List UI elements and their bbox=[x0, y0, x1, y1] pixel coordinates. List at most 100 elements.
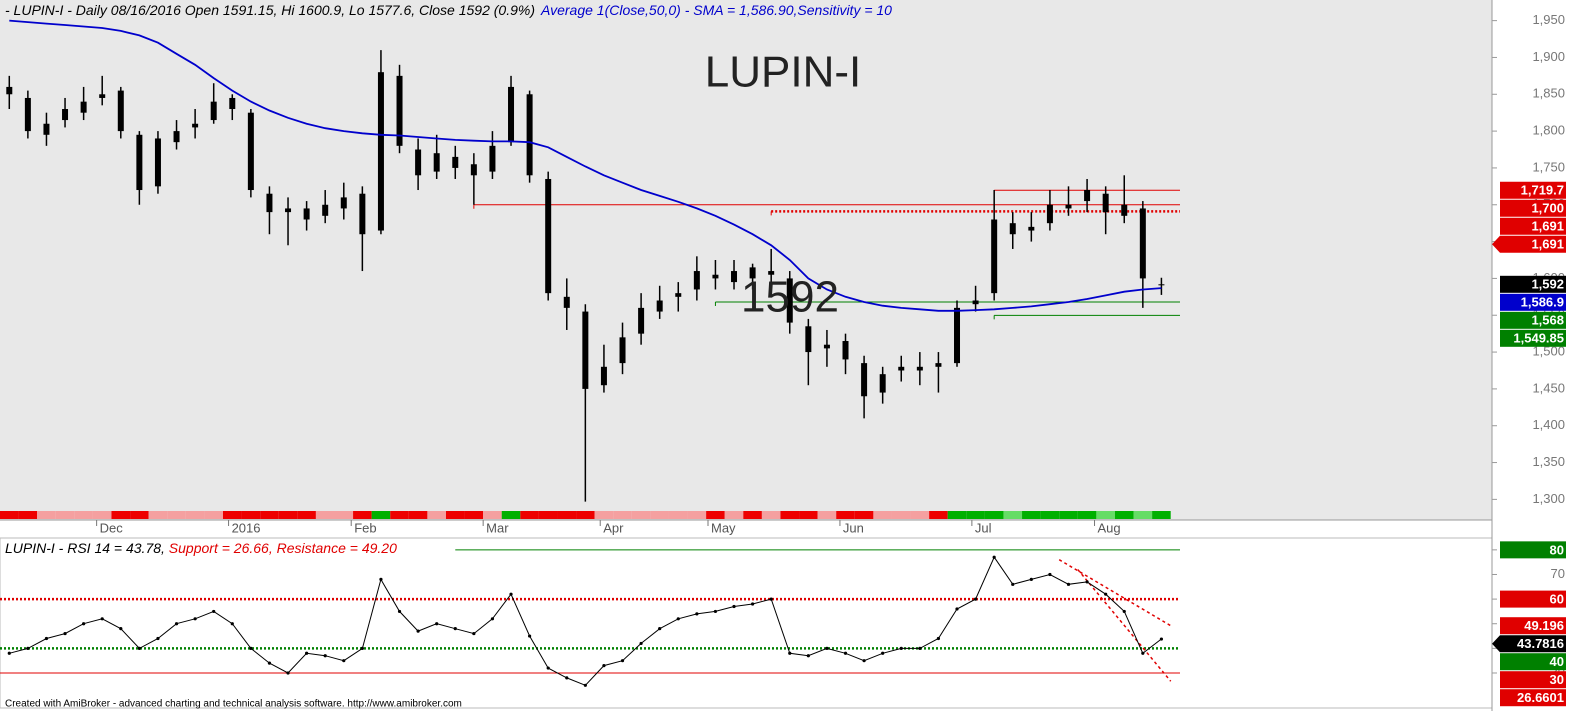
trend-strip bbox=[668, 511, 688, 519]
price-panel bbox=[0, 0, 1492, 520]
candle-body bbox=[508, 86, 515, 143]
y-tick-label: 1,850 bbox=[1532, 86, 1565, 101]
rsi-point bbox=[825, 646, 829, 650]
trend-strip bbox=[538, 511, 558, 519]
trend-strip bbox=[891, 511, 911, 519]
candle-body bbox=[600, 366, 607, 386]
rsi-point bbox=[620, 659, 625, 663]
trend-strip bbox=[910, 511, 930, 519]
value-box-label: 1,586.9 bbox=[1521, 295, 1564, 310]
candle-body bbox=[6, 86, 13, 95]
x-tick-label: Jul bbox=[975, 520, 992, 535]
candle-body bbox=[24, 97, 31, 132]
rsi-point bbox=[658, 627, 662, 631]
candle-body bbox=[99, 94, 106, 98]
candle-body bbox=[916, 366, 923, 371]
trend-strip bbox=[371, 511, 391, 519]
rsi-point bbox=[565, 676, 569, 680]
value-box-label: 1,719.7 bbox=[1521, 183, 1564, 198]
trend-strip bbox=[222, 511, 242, 519]
candle-body bbox=[879, 374, 886, 393]
rsi-point bbox=[323, 654, 327, 658]
trend-strip bbox=[984, 511, 1004, 519]
y-tick-label: 1,900 bbox=[1532, 49, 1565, 64]
rsi-header: LUPIN-I - RSI 14 = 43.78, Support = 26.6… bbox=[5, 540, 397, 556]
candle-body bbox=[749, 267, 756, 279]
trend-strip bbox=[1040, 511, 1060, 519]
rsi-point bbox=[137, 646, 141, 650]
candle-body bbox=[359, 193, 366, 235]
trend-strip bbox=[1133, 511, 1153, 519]
trend-strip bbox=[1059, 511, 1078, 519]
trend-strip bbox=[947, 511, 967, 519]
candle-body bbox=[80, 101, 87, 113]
trend-strip bbox=[18, 511, 38, 519]
trend-strip bbox=[613, 511, 632, 519]
trend-strip bbox=[241, 511, 261, 519]
rsi-point bbox=[788, 651, 792, 655]
candle-body bbox=[62, 109, 69, 121]
trend-strip bbox=[576, 511, 595, 519]
value-box-label: 30 bbox=[1550, 672, 1564, 687]
rsi-point bbox=[174, 622, 179, 626]
trend-strip bbox=[278, 511, 298, 519]
trend-strip bbox=[353, 511, 372, 519]
rsi-point bbox=[899, 646, 903, 650]
value-box bbox=[1500, 590, 1566, 608]
trend-strip bbox=[594, 511, 614, 519]
trend-strip bbox=[390, 511, 409, 519]
trend-strip bbox=[204, 511, 223, 519]
value-box bbox=[1492, 635, 1566, 653]
value-box bbox=[1500, 275, 1566, 293]
candle-body bbox=[805, 326, 812, 353]
candle-body bbox=[229, 97, 236, 110]
candle-body bbox=[396, 75, 403, 146]
rsi-point bbox=[397, 609, 402, 614]
value-box bbox=[1500, 181, 1566, 199]
value-box-label: 80 bbox=[1550, 542, 1564, 557]
rsi-point bbox=[82, 622, 86, 626]
candle-body bbox=[247, 112, 254, 191]
rsi-point bbox=[1011, 582, 1015, 586]
trend-strip bbox=[315, 511, 335, 519]
x-tick-label: Dec bbox=[100, 520, 124, 535]
rsi-point bbox=[695, 612, 699, 616]
y-tick-label: 1,500 bbox=[1532, 344, 1565, 359]
trend-strip bbox=[1022, 511, 1041, 519]
value-box bbox=[1500, 671, 1566, 689]
candle-body bbox=[415, 149, 422, 176]
rsi-point bbox=[546, 666, 550, 670]
rsi-point bbox=[490, 617, 495, 621]
candle-body bbox=[712, 274, 719, 279]
candle-body bbox=[638, 307, 645, 334]
candle-body bbox=[322, 204, 329, 216]
trend-strip bbox=[92, 511, 112, 519]
rsi-point bbox=[881, 651, 885, 655]
rsi-point bbox=[193, 617, 197, 621]
value-box-label: 1,549.85 bbox=[1513, 331, 1564, 346]
candle-body bbox=[377, 72, 384, 231]
y-tick-label: 1,950 bbox=[1532, 12, 1565, 27]
x-tick-label: Jun bbox=[843, 520, 864, 535]
trendline bbox=[1077, 569, 1172, 682]
rsi-point bbox=[936, 636, 941, 641]
x-tick-label: Apr bbox=[603, 520, 624, 535]
trend-strip bbox=[148, 511, 168, 519]
rsi-point bbox=[7, 651, 11, 655]
trend-strip bbox=[799, 511, 818, 519]
x-tick-label: May bbox=[711, 520, 736, 535]
rsi-point bbox=[1159, 637, 1164, 641]
sma-line bbox=[9, 19, 1162, 312]
trend-strip bbox=[111, 511, 131, 519]
header-indicator: Average 1(Close,50,0) - SMA = 1,586.90,S… bbox=[540, 2, 892, 18]
header-text: - LUPIN-I - Daily 08/16/2016 Open 1591.1… bbox=[5, 2, 535, 18]
rsi-point bbox=[472, 631, 476, 636]
x-tick-label: 2016 bbox=[232, 520, 261, 535]
trend-strip bbox=[966, 511, 985, 519]
value-box-label: 26.6601 bbox=[1517, 690, 1564, 705]
candle-body bbox=[470, 164, 477, 176]
value-box bbox=[1500, 311, 1566, 329]
trend-strip bbox=[130, 511, 149, 519]
rsi-point bbox=[453, 627, 457, 631]
value-box bbox=[1500, 617, 1566, 635]
